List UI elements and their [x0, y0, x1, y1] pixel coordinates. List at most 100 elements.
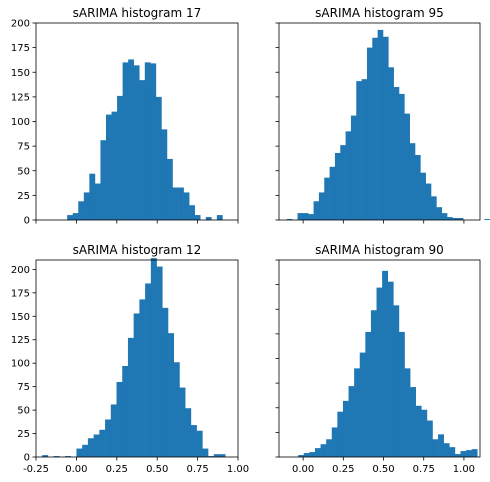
- histogram-bar: [133, 65, 140, 220]
- histogram-bar: [216, 215, 223, 220]
- y-tick-label: 150: [11, 312, 30, 323]
- histogram-bar: [105, 114, 112, 220]
- histogram-bar: [145, 283, 152, 457]
- histogram-bar: [366, 47, 373, 221]
- histogram-bar: [150, 258, 157, 457]
- histogram-bar: [356, 81, 362, 221]
- x-tick-label: 0.50: [372, 464, 394, 475]
- histogram-bar: [128, 59, 134, 221]
- x-tick-label: 1.00: [453, 464, 475, 475]
- histogram-bar: [94, 183, 101, 220]
- histogram-bar: [213, 454, 220, 457]
- histogram-bar: [359, 352, 366, 457]
- histogram-bar: [436, 207, 442, 220]
- y-tick-label: 75: [17, 382, 30, 393]
- histogram-bar: [320, 444, 327, 457]
- panel-top-left: 0 25 50 75 100 125 150 175 200 sARIMA histogram 1…: [11, 6, 239, 227]
- histogram-bar: [388, 67, 394, 220]
- histogram-bar: [144, 62, 151, 221]
- histogram-bar: [42, 455, 49, 457]
- histogram-bar: [99, 429, 106, 457]
- histogram-bar: [89, 173, 96, 220]
- histogram-bar: [377, 29, 384, 221]
- histogram-bar: [361, 79, 368, 221]
- histogram-bar: [161, 129, 168, 220]
- histogram-bar: [72, 213, 79, 220]
- histogram-bar: [156, 266, 163, 457]
- histogram-bar: [460, 451, 467, 457]
- histogram-bar: [122, 62, 129, 221]
- histogram-bar: [340, 145, 346, 220]
- histogram-bar: [105, 419, 112, 457]
- histogram-bar: [116, 381, 123, 457]
- histogram-bar: [173, 362, 180, 457]
- histogram-bar: [78, 201, 85, 220]
- x-tick-label: 0.00: [65, 464, 87, 475]
- histogram-bar: [65, 456, 72, 457]
- histogram-bar: [67, 215, 74, 220]
- histogram-bar: [425, 183, 432, 220]
- x-tick-label: 0.50: [146, 464, 168, 475]
- x-tick-label: -0.25: [23, 464, 49, 475]
- histogram-bar: [370, 310, 377, 457]
- y-tick-label: 100: [11, 359, 30, 370]
- histogram-bar: [219, 454, 226, 457]
- histogram-bar: [398, 93, 405, 220]
- panel-title: sARIMA histogram 12: [73, 243, 202, 257]
- x-tick-label: 0.75: [413, 464, 435, 475]
- y-tick-label: 125: [11, 92, 30, 103]
- histogram-bar: [83, 192, 90, 220]
- histogram-bar: [409, 143, 416, 220]
- histogram-bar: [345, 131, 352, 220]
- y-tick-label: 25: [17, 191, 30, 202]
- histogram-bar: [111, 111, 118, 220]
- x-tick-label: 0.25: [332, 464, 354, 475]
- histogram-bar: [110, 404, 117, 457]
- histogram-bar: [415, 154, 421, 220]
- histogram-bar: [443, 443, 450, 457]
- y-tick-label: 0: [24, 216, 30, 227]
- histogram-bar: [298, 455, 305, 457]
- histogram-bar: [342, 400, 349, 457]
- y-tick-label: 0: [24, 453, 30, 464]
- histogram-bar: [331, 427, 338, 457]
- histogram-bar: [194, 215, 201, 220]
- axes-frame: [35, 259, 239, 458]
- panel-top-right: sARIMA histogram 95: [275, 6, 490, 224]
- histogram-bar: [155, 96, 162, 221]
- panel-bottom-left: 0 25 50 75 100 125 150 175 200 -0.25 0.00 0.25 0.50 0…: [11, 243, 249, 475]
- histogram-bar: [172, 187, 179, 220]
- histogram-bar: [208, 456, 215, 457]
- histogram-bar: [329, 166, 336, 220]
- histogram-bar: [484, 219, 490, 220]
- histogram-bar: [205, 217, 212, 220]
- y-tick-label: 75: [17, 142, 30, 153]
- histogram-bar: [334, 153, 341, 220]
- histogram-bar: [365, 331, 372, 457]
- histogram-bar: [421, 409, 428, 457]
- histogram-bar: [348, 386, 355, 457]
- histogram-bar: [354, 368, 361, 457]
- histogram-bar: [441, 213, 448, 220]
- histogram-bar: [393, 305, 400, 457]
- histogram-bar: [309, 452, 316, 457]
- y-tick-label: 200: [11, 19, 30, 30]
- histogram-bar: [438, 434, 444, 457]
- histogram-bar: [432, 439, 439, 457]
- x-tick-label: 0.00: [292, 464, 314, 475]
- panel-title: sARIMA histogram 17: [73, 6, 202, 20]
- y-tick-label: 150: [11, 68, 30, 79]
- histogram-bar: [76, 448, 83, 457]
- histogram-bar: [426, 420, 433, 457]
- histogram-bar: [431, 196, 437, 220]
- histogram-bar: [302, 213, 309, 220]
- histogram-bar: [297, 213, 304, 220]
- histogram-bar: [372, 37, 378, 220]
- histogram-bar: [376, 287, 383, 457]
- histogram-bar: [122, 366, 129, 457]
- histogram-bar: [415, 405, 422, 457]
- panel-bottom-right: 0.00 0.25 0.50 0.75 1.00 sARIMA histogram 90: [275, 243, 481, 475]
- histogram-bar: [133, 313, 140, 457]
- histogram-bar: [318, 192, 325, 220]
